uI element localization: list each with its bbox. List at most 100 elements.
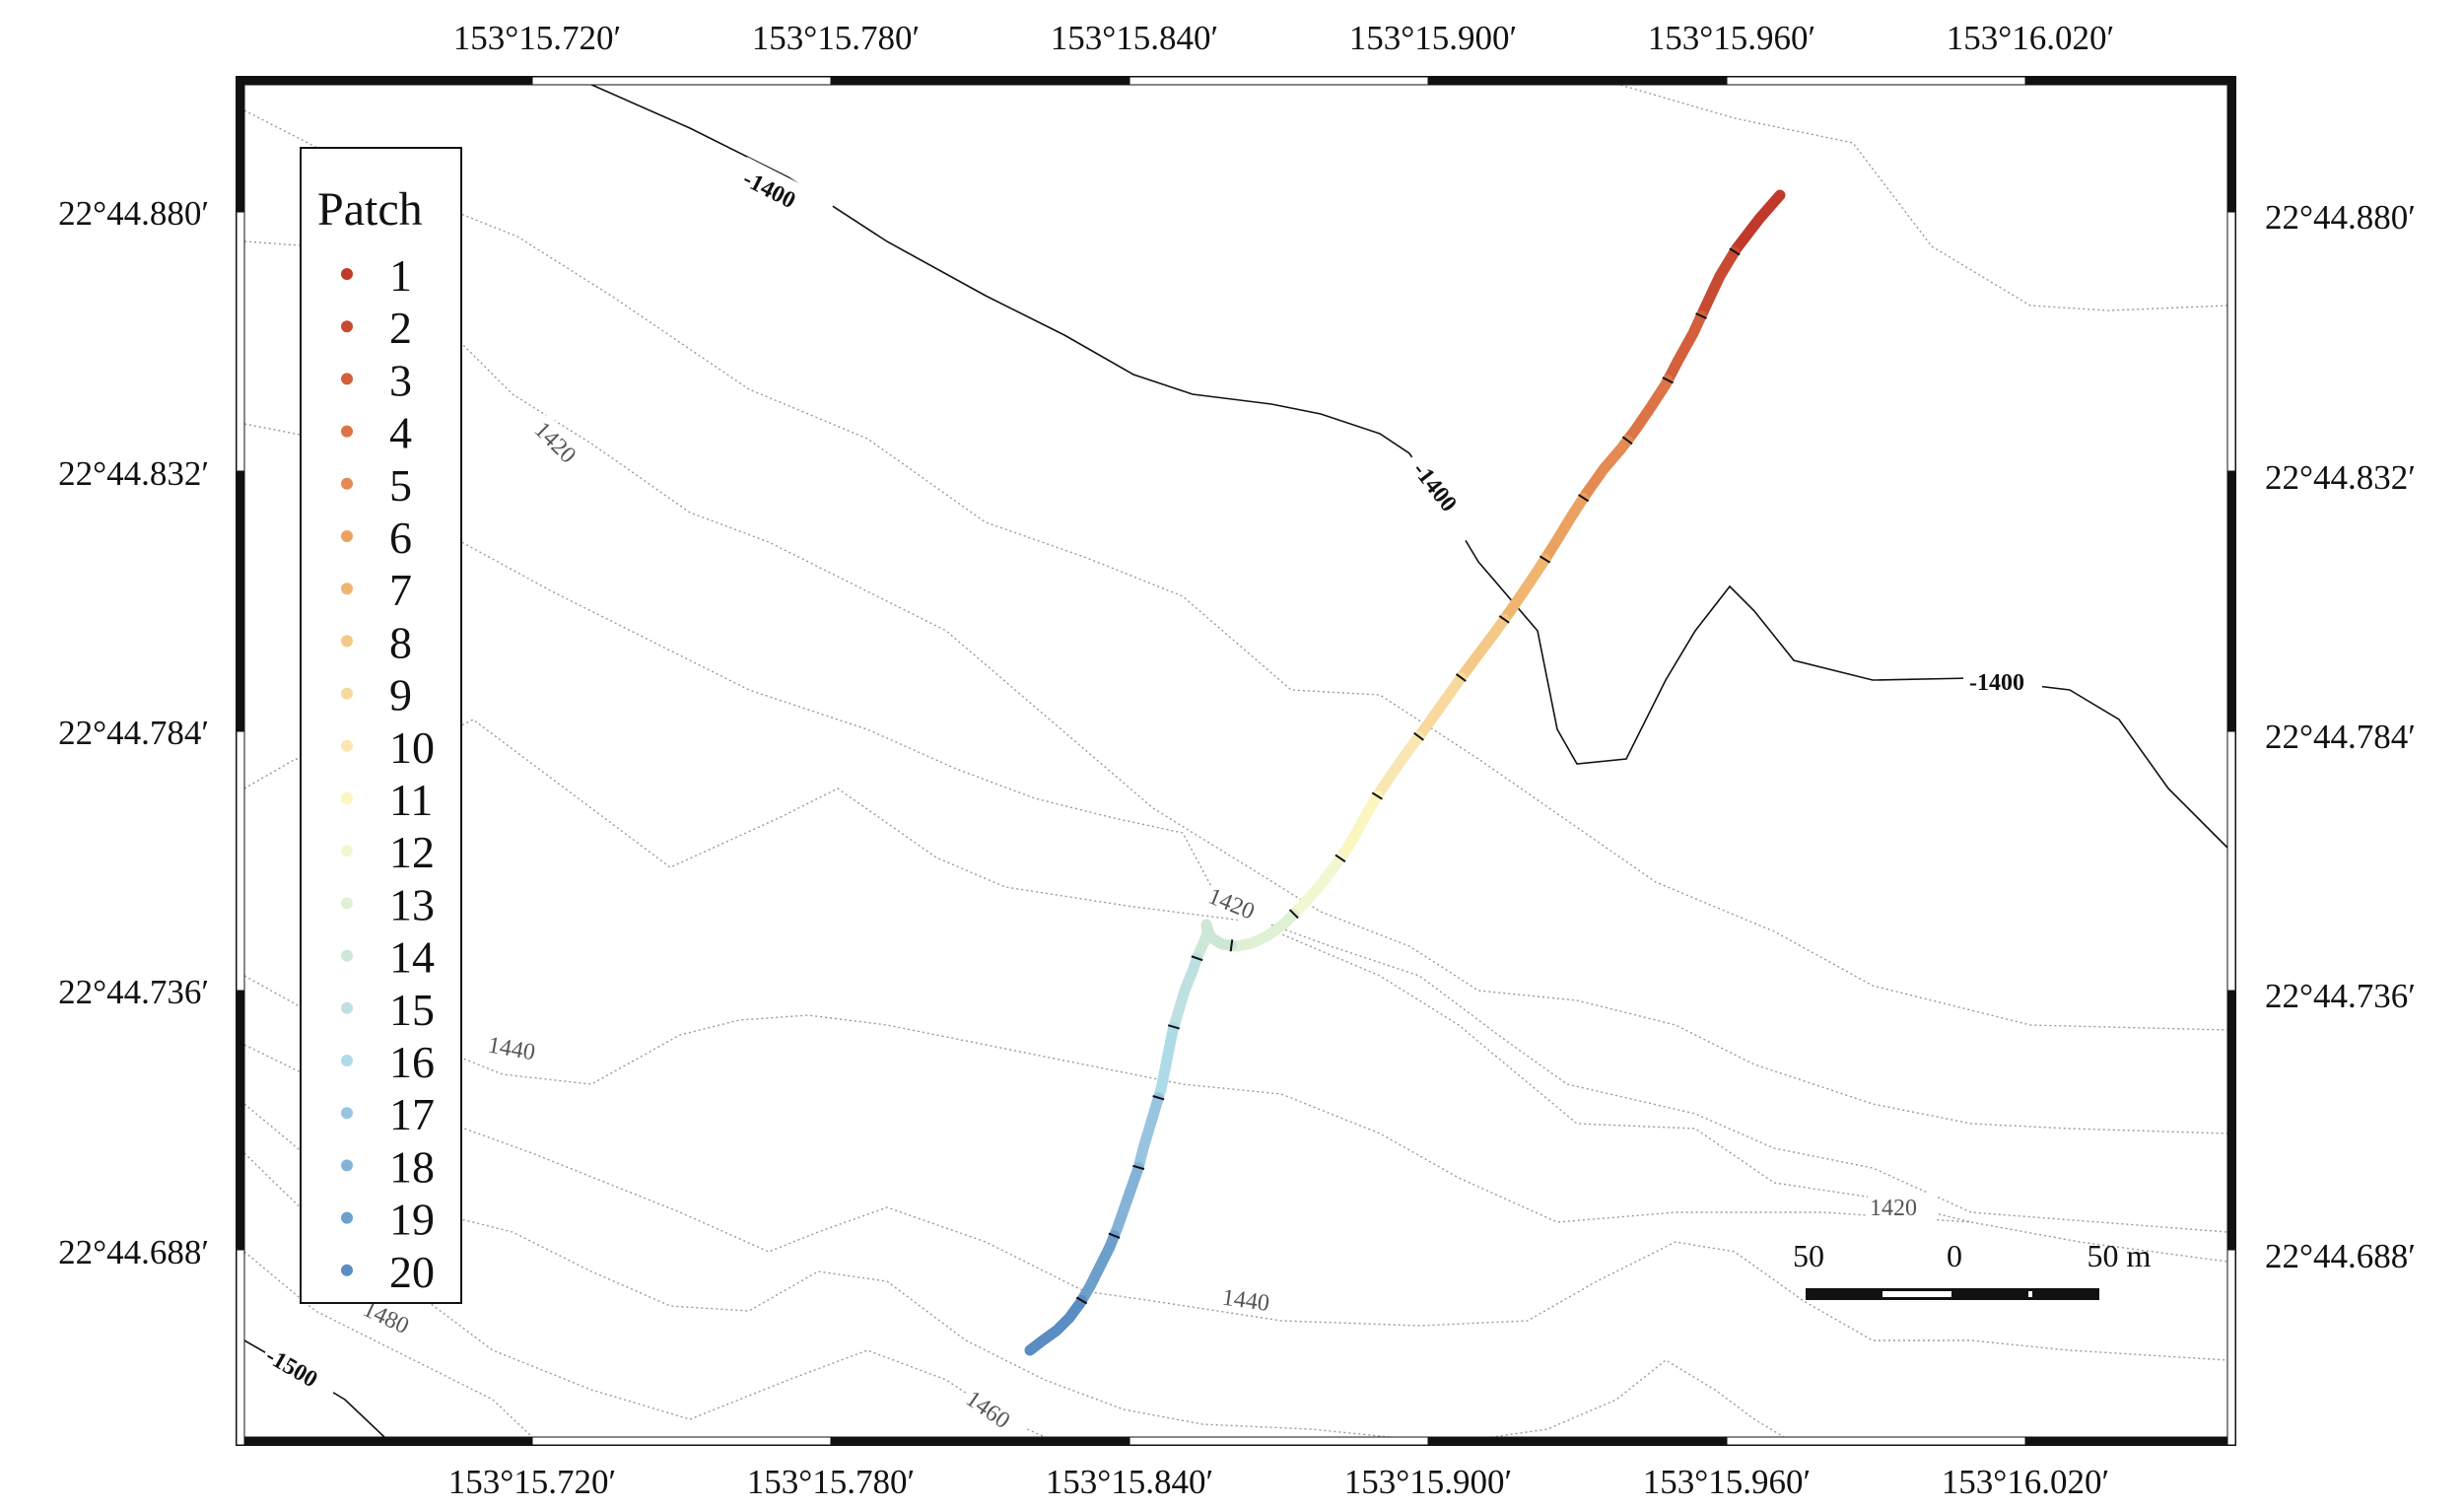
legend-swatch: [341, 949, 353, 962]
lon-label: 153°15.900′: [1344, 1463, 1512, 1501]
lon-label: 153°15.720′: [453, 19, 621, 57]
lon-label: 153°15.780′: [747, 1463, 915, 1501]
track-segment: [1413, 671, 1467, 742]
legend-item-label: 16: [389, 1037, 435, 1087]
frame-bar: [1726, 76, 2026, 86]
contour-line: [243, 1251, 533, 1438]
frame-bar: [2024, 1436, 2236, 1446]
track-segment: [1621, 375, 1674, 446]
patch-boundary-tick: [1288, 909, 1299, 920]
contour-line: [243, 423, 2228, 1233]
lon-label: 153°15.960′: [1648, 19, 1815, 57]
legend-swatch: [341, 687, 353, 700]
patch-boundary-tick: [1695, 312, 1707, 319]
patch-boundary-tick: [1455, 673, 1467, 682]
track-segment: [1335, 790, 1383, 864]
track-segment: [1024, 1294, 1088, 1356]
frame-bar: [531, 76, 832, 86]
patch-boundary-tick: [1578, 494, 1590, 503]
frame-bar: [830, 76, 1130, 86]
legend-swatch: [341, 897, 353, 910]
legend-item-label: 7: [389, 565, 412, 615]
frame-bar: [1726, 1436, 2026, 1446]
legend-swatch: [341, 477, 353, 490]
lat-label: 22°44.784′: [58, 714, 209, 752]
legend-item-label: 4: [389, 408, 412, 458]
track-segment: [1455, 613, 1510, 683]
contour-line: [1606, 80, 2228, 311]
track-segment: [1132, 1092, 1164, 1173]
lon-label: 153°15.960′: [1643, 1463, 1811, 1501]
lat-label: 22°44.784′: [2265, 718, 2416, 756]
right-lat-labels: 22°44.880′ 22°44.832′ 22°44.784′ 22°44.7…: [2265, 198, 2416, 1275]
track-segment: [1498, 554, 1551, 625]
track-segment: [1152, 1021, 1180, 1104]
track-segment: [1540, 492, 1590, 566]
patch-boundary-tick: [1191, 955, 1203, 962]
legend-swatch: [341, 1211, 353, 1224]
lat-label: 22°44.880′: [2265, 198, 2416, 237]
lat-label: 22°44.832′: [58, 454, 209, 493]
track-segment: [1288, 853, 1346, 920]
legend-swatch: [341, 1159, 353, 1172]
bottom-lon-labels: 153°15.720′ 153°15.780′ 153°15.840′ 153°…: [448, 1463, 2109, 1501]
patch-boundary-tick: [1229, 939, 1234, 952]
legend-item-label: 13: [389, 879, 435, 929]
legend-swatch: [341, 268, 353, 280]
legend-item-label: 18: [389, 1141, 435, 1192]
contour-labels: -1400 -1400 -1400 -1500 1420 1420 1420 1…: [258, 157, 2042, 1445]
legend-swatch: [341, 320, 353, 333]
frame-bar: [1129, 76, 1429, 86]
patch-boundary-tick: [1662, 377, 1674, 384]
scale-bar: 50 0 50 m: [1793, 1238, 2152, 1300]
legend-item-label: 14: [389, 932, 435, 983]
legend-item-label: 1: [389, 250, 412, 301]
frame-bar: [531, 1436, 832, 1446]
legend-item-label: 15: [389, 985, 435, 1035]
lon-label: 153°16.020′: [1942, 1463, 2109, 1501]
frame-bar: [236, 211, 245, 472]
frame-bar: [2226, 730, 2236, 992]
patch-boundary-tick: [1371, 791, 1383, 800]
legend-item-label: 5: [389, 460, 412, 511]
legend-swatch: [341, 792, 353, 804]
patch-boundary-tick: [1075, 1296, 1088, 1305]
patch-track: [1024, 189, 1786, 1356]
frame-bar: [236, 76, 533, 86]
legend-item-label: 3: [389, 355, 412, 405]
legend-swatch: [341, 425, 353, 438]
left-lat-labels: 22°44.880′ 22°44.832′ 22°44.784′ 22°44.7…: [58, 194, 209, 1271]
track-segment: [1662, 309, 1707, 386]
legend-swatch: [341, 1001, 353, 1014]
patch-boundary-tick: [1621, 436, 1633, 446]
patch-boundary-tick: [1413, 731, 1424, 741]
frame-bar: [236, 990, 245, 1251]
legend-swatch: [341, 845, 353, 857]
scale-label-mid: 0: [1947, 1238, 1962, 1273]
scale-label-left: 50: [1793, 1238, 1824, 1273]
legend-swatch: [341, 1107, 353, 1120]
map-frame: [236, 76, 2236, 1446]
frame-bar: [236, 1249, 245, 1446]
lat-label: 22°44.880′: [58, 194, 209, 233]
contour-line: [243, 719, 1972, 1223]
legend-item-label: 20: [389, 1247, 435, 1297]
patch-boundary-tick: [1729, 247, 1741, 256]
track-segment: [1695, 245, 1741, 321]
frame-bar: [236, 1436, 533, 1446]
legend-item-label: 2: [389, 303, 412, 353]
lon-label: 153°16.020′: [1947, 19, 2114, 57]
frame-bar: [2024, 76, 2236, 86]
legend-item-label: 11: [389, 775, 433, 825]
frame-bar: [2226, 990, 2236, 1251]
contour-line: [243, 1103, 1785, 1440]
track-segment: [1192, 919, 1237, 964]
lon-label: 153°15.840′: [1051, 19, 1218, 57]
patch-boundary-tick: [1167, 1024, 1180, 1030]
legend-swatch: [341, 739, 353, 752]
frame-bar: [236, 76, 245, 213]
legend-item-label: 8: [389, 617, 412, 667]
legend-item-label: 10: [389, 722, 435, 773]
